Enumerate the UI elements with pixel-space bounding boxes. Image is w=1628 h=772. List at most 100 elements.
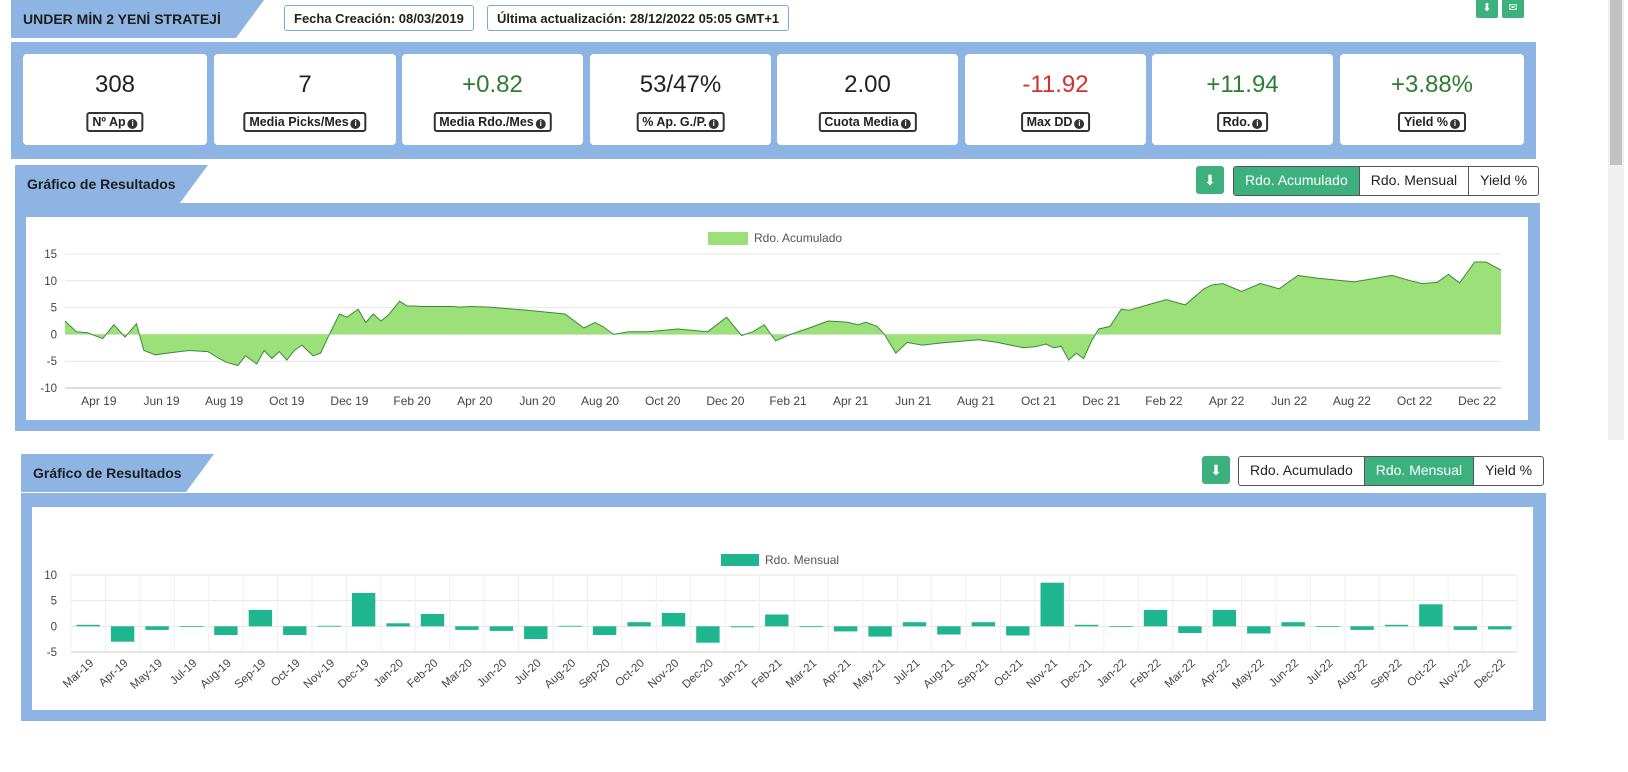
area-line — [64, 261, 1502, 367]
info-icon[interactable]: i — [1450, 119, 1460, 129]
stat-value: +11.94 — [1206, 71, 1279, 98]
stat-label[interactable]: Max DD i — [1020, 112, 1091, 132]
email-icon[interactable]: ✉ — [1502, 0, 1524, 18]
stat-label[interactable]: Rdo. i — [1216, 112, 1269, 132]
bar — [248, 609, 273, 627]
x-tick-label: Sep-20 — [577, 657, 613, 691]
download-icon[interactable]: ⬇ — [1476, 0, 1498, 18]
stat-label-text: Media Picks/Mes — [249, 115, 349, 129]
x-tick-label: Dec 20 — [706, 394, 744, 408]
y-tick-label: -10 — [40, 383, 57, 395]
stat-label-text: Rdo. — [1222, 115, 1251, 129]
info-icon[interactable]: i — [1074, 119, 1085, 129]
bar — [765, 614, 789, 627]
bar — [489, 626, 514, 631]
info-icon[interactable]: i — [900, 119, 911, 129]
y-tick-label: 0 — [51, 621, 57, 633]
stat-label[interactable]: Cuota Media i — [818, 112, 917, 132]
x-tick-label: Aug 20 — [581, 394, 619, 408]
x-tick-label: Jun-22 — [1267, 657, 1301, 689]
download-chart-icon[interactable]: ⬇ — [1196, 166, 1224, 194]
x-tick-label: Feb 21 — [769, 394, 807, 408]
x-tick-label: Jun 21 — [895, 394, 931, 408]
stat-label-text: Nº Ap — [92, 115, 126, 129]
stat-value: -11.92 — [1022, 71, 1089, 98]
x-tick-label: Aug 21 — [957, 394, 995, 408]
stat-card-picks: 308 Nº Ap i — [23, 54, 207, 145]
bar — [524, 626, 548, 640]
bar — [833, 626, 858, 632]
legend-swatch — [708, 232, 748, 245]
stat-label[interactable]: % Ap. G./P. i — [636, 112, 725, 132]
x-tick-label: Apr-22 — [1199, 657, 1233, 689]
stat-label[interactable]: Yield % i — [1398, 112, 1466, 132]
bar — [1453, 626, 1478, 630]
x-tick-label: Dec-20 — [680, 657, 716, 691]
bar — [1350, 626, 1374, 630]
scrollbar-thumb[interactable] — [1610, 0, 1622, 165]
bar — [1212, 609, 1237, 627]
info-icon[interactable]: i — [1252, 119, 1263, 129]
legend-swatch — [721, 554, 759, 566]
x-tick-label: Apr 22 — [1209, 394, 1245, 408]
x-tick-label: Apr-21 — [820, 657, 854, 689]
scrollbar[interactable] — [1608, 0, 1624, 440]
btn-rdo-mensual[interactable]: Rdo. Mensual — [1363, 457, 1474, 485]
btn-yield[interactable]: Yield % — [1468, 167, 1538, 195]
info-icon[interactable]: i — [127, 119, 138, 129]
top-chart-area: Rdo. Acumulado -10 -5 0 5 10 15 Apr 19 Jun 19 Aug… — [26, 217, 1528, 420]
btn-rdo-mensual[interactable]: Rdo. Mensual — [1358, 167, 1468, 195]
x-tick-label: Jun 22 — [1271, 394, 1307, 408]
stat-label[interactable]: Media Picks/Mes i — [243, 112, 367, 132]
stat-label[interactable]: Media Rdo./Mes i — [433, 112, 552, 132]
x-tick-label: Dec 22 — [1458, 394, 1496, 408]
bar — [868, 626, 892, 637]
stat-label[interactable]: Nº Ap i — [86, 112, 144, 132]
x-tick-label: Oct 22 — [1397, 394, 1433, 408]
bar — [1488, 626, 1512, 630]
x-tick-label: Oct-20 — [613, 657, 647, 689]
y-tick-label: 10 — [44, 276, 57, 288]
info-icon[interactable]: i — [708, 119, 719, 129]
x-tick-label: Jan-20 — [372, 657, 406, 689]
x-tick-label: Jun 19 — [143, 394, 179, 408]
x-tick-label: Nov-19 — [302, 657, 338, 691]
x-tick-label: Aug 22 — [1333, 394, 1371, 408]
info-icon[interactable]: i — [350, 119, 361, 129]
top-chart-title: Gráfico de Resultados — [15, 165, 208, 203]
bottom-chart-title: Gráfico de Resultados — [21, 454, 214, 492]
stat-card-win-loss: 53/47% % Ap. G./P. i — [590, 54, 771, 145]
stat-card-avg-odds: 2.00 Cuota Media i — [777, 54, 958, 145]
top-chart-panel: Rdo. Acumulado -10 -5 0 5 10 15 Apr 19 Jun 19 Aug… — [15, 203, 1540, 431]
bar — [317, 625, 341, 627]
btn-rdo-acumulado[interactable]: Rdo. Acumulado — [1250, 462, 1353, 478]
bar — [1247, 626, 1271, 634]
btn-yield[interactable]: Yield % — [1473, 457, 1543, 485]
stat-card-result: +11.94 Rdo. i — [1152, 54, 1333, 145]
btn-rdo-acumulado[interactable]: Rdo. Acumulado — [1234, 167, 1359, 195]
x-tick-label: Oct-22 — [1405, 657, 1439, 689]
bar — [351, 593, 376, 627]
bar — [1315, 626, 1340, 628]
x-tick-label: Mar-20 — [440, 657, 475, 690]
bar — [1109, 626, 1133, 628]
download-chart-icon[interactable]: ⬇ — [1202, 456, 1230, 484]
info-icon[interactable]: i — [535, 119, 546, 129]
x-tick-label: Dec-21 — [1059, 657, 1095, 691]
area-fill — [65, 262, 1501, 366]
stat-value: +0.82 — [462, 71, 523, 98]
stat-label-text: Cuota Media — [824, 115, 899, 129]
x-tick-label: Jun-20 — [475, 657, 509, 689]
x-tick-label: May-21 — [852, 657, 889, 692]
bottom-chart-area: Rdo. Mensual -5 0 5 10 Mar-19 Apr-19 May-19 Jul-… — [32, 507, 1533, 710]
bar — [179, 626, 204, 628]
legend-label: Rdo. Mensual — [765, 553, 839, 567]
x-tick-label: Apr 21 — [833, 394, 869, 408]
x-tick-label: Oct 21 — [1021, 394, 1057, 408]
x-tick-label: Feb-21 — [750, 657, 785, 690]
bar — [730, 626, 755, 628]
x-tick-label: Feb 20 — [393, 394, 431, 408]
x-tick-label: Sep-22 — [1369, 657, 1405, 691]
bar — [1384, 624, 1409, 627]
x-tick-label: Aug-22 — [1334, 657, 1370, 691]
